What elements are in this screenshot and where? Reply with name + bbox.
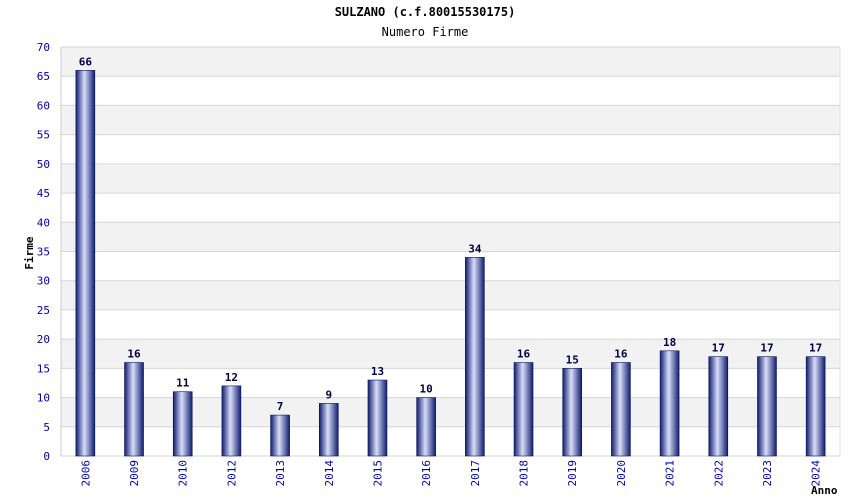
bar-2013: [270, 414, 290, 457]
value-label-2010: 11: [176, 377, 190, 390]
value-label-2024: 17: [809, 342, 822, 355]
bar-2018: [513, 362, 534, 457]
x-axis-ticks: 2006 2009 2010 2012 2013 2014 2015 2016 2017 2018…: [79, 460, 822, 487]
bar-2009: [124, 362, 144, 457]
value-label-2014: 9: [325, 388, 332, 401]
chart-title: SULZANO (c.f.80015530175): [334, 5, 516, 19]
y-tick-label: 10: [37, 392, 50, 405]
x-tick-label-2017: 2017: [469, 460, 482, 487]
bar-2017: [465, 257, 485, 457]
bar-2023: [757, 356, 777, 457]
y-tick-label: 65: [37, 70, 50, 83]
x-tick-label-2022: 2022: [712, 460, 725, 487]
value-label-2015: 13: [371, 365, 384, 378]
bar-2024: [805, 356, 826, 457]
y-tick-label: 55: [37, 129, 50, 142]
grid-band: [61, 47, 840, 77]
x-tick-label-2009: 2009: [128, 460, 141, 487]
chart-subtitle: Numero Firme: [381, 25, 469, 39]
bar-2012: [221, 385, 242, 457]
y-tick-label: 30: [37, 275, 50, 288]
y-tick-label: 60: [37, 99, 50, 112]
value-label-2016: 10: [420, 383, 433, 396]
x-tick-label-2010: 2010: [177, 460, 190, 487]
y-tick-label: 0: [43, 450, 50, 463]
bar-2021: [659, 350, 680, 457]
y-tick-label: 5: [43, 421, 50, 434]
bars: 66 16 11 12 7 9 13 10 34 16 15 16 18 17 17 17: [75, 55, 826, 457]
value-label-2021: 18: [663, 336, 676, 349]
bar-2016: [416, 397, 436, 457]
value-label-2020: 16: [614, 348, 628, 361]
x-tick-label-2013: 2013: [274, 460, 287, 487]
grid-band: [61, 222, 840, 252]
value-label-2019: 15: [566, 353, 579, 366]
value-label-2018: 16: [517, 348, 531, 361]
value-label-2013: 7: [277, 400, 284, 413]
bar-2015: [367, 379, 388, 457]
grid-band: [61, 163, 840, 194]
x-tick-label-2018: 2018: [518, 460, 531, 487]
x-tick-label-2006: 2006: [79, 460, 92, 487]
grid-band: [61, 105, 840, 135]
bar-2014: [318, 403, 339, 457]
x-tick-label-2024: 2024: [810, 460, 823, 487]
value-label-2023: 17: [760, 342, 773, 355]
x-tick-label-2020: 2020: [615, 460, 628, 487]
value-label-2012: 12: [225, 371, 238, 384]
value-label-2017: 34: [468, 242, 482, 255]
y-tick-label: 15: [37, 362, 50, 375]
x-tick-label-2021: 2021: [664, 460, 677, 487]
y-axis-ticks: 0 5 10 15 20 25 30 35 40 45 50 55 60 65 70: [37, 41, 50, 463]
bar-2022: [708, 356, 729, 457]
value-label-2009: 16: [127, 348, 141, 361]
value-label-2006: 66: [79, 55, 93, 68]
y-tick-label: 40: [37, 216, 50, 229]
bar-2006: [75, 70, 96, 457]
x-axis-title: Anno: [811, 484, 838, 497]
bar-2020: [611, 362, 631, 457]
y-tick-label: 20: [37, 333, 50, 346]
y-tick-label: 25: [37, 304, 50, 317]
x-tick-label-2023: 2023: [761, 460, 774, 487]
y-tick-label: 50: [37, 158, 50, 171]
grid-band: [61, 280, 840, 310]
y-tick-label: 45: [37, 187, 50, 200]
y-tick-label: 70: [37, 41, 50, 54]
x-tick-label-2019: 2019: [566, 460, 579, 487]
y-tick-label: 35: [37, 246, 50, 259]
value-label-2022: 17: [712, 342, 725, 355]
x-tick-label-2016: 2016: [420, 460, 433, 487]
bar-2019: [562, 368, 583, 457]
bar-2010: [172, 391, 193, 457]
x-tick-label-2014: 2014: [323, 460, 336, 487]
x-tick-label-2015: 2015: [371, 460, 384, 487]
y-axis-title: Firme: [23, 236, 36, 269]
x-tick-label-2012: 2012: [225, 460, 238, 487]
